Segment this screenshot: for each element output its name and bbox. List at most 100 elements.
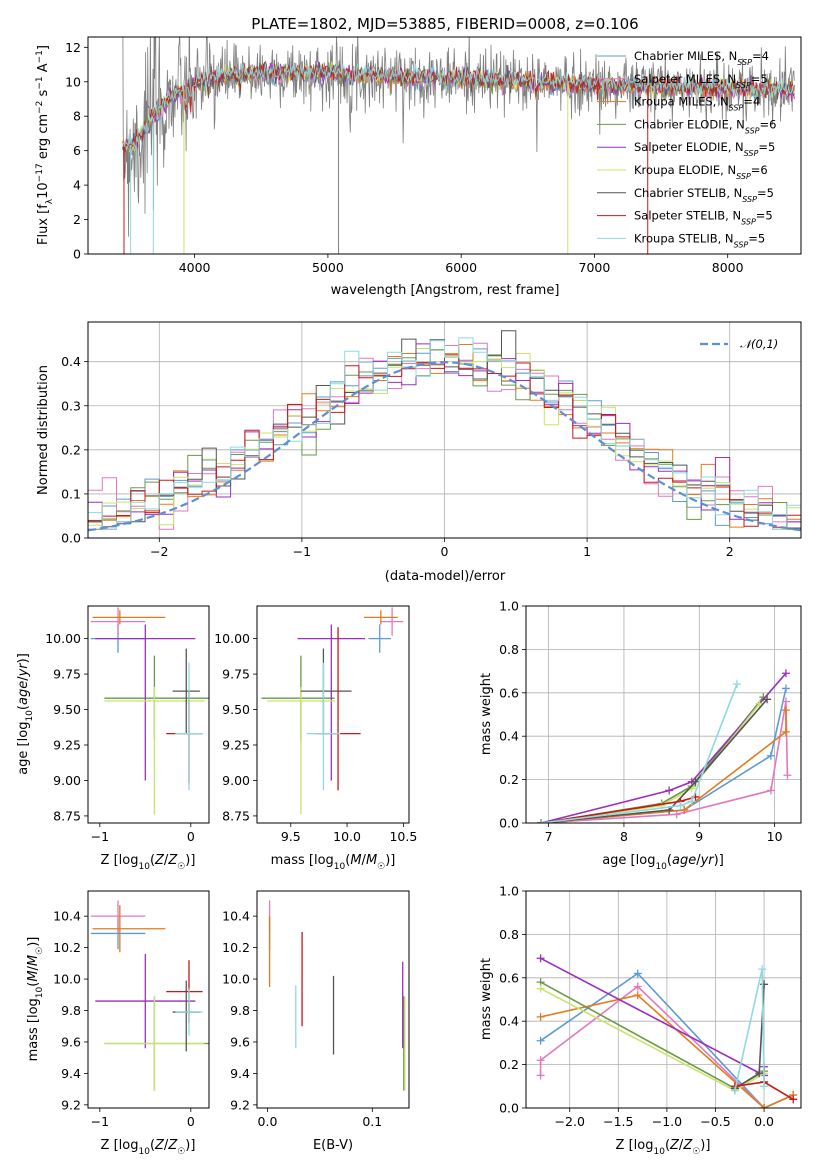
- errorbar-kroupa-stelib: [175, 662, 203, 791]
- axes-frame: [87, 321, 802, 539]
- plot-area: [90, 900, 209, 1091]
- x-tick-label: 7000: [579, 260, 611, 275]
- errorbar-salpeter-stelib: [166, 691, 203, 784]
- y-tick-label: 9.00: [53, 773, 81, 788]
- x-tick-label: 10: [767, 829, 783, 844]
- series-kroupa-miles: [540, 994, 794, 1108]
- model-spectrum-chabrier-stelib: [122, 61, 795, 151]
- series-kroupa-stelib: [541, 683, 738, 823]
- y-tick-label: 0.2: [61, 442, 81, 457]
- data-point: [781, 669, 790, 678]
- y-axis-label: age [log10(age/yr)]: [16, 653, 35, 775]
- x-tick-label: 10.5: [389, 829, 417, 844]
- errorbar-salpeter-miles: [90, 607, 146, 636]
- errorbar-chabrier-stelib: [300, 648, 352, 734]
- legend-label: Kroupa MILES, NSSP=4: [634, 95, 760, 113]
- x-tick-label: 9: [695, 829, 703, 844]
- x-tick-label: 9.5: [281, 829, 301, 844]
- y-tick-label: 0.0: [499, 1101, 519, 1116]
- data-point: [760, 980, 769, 989]
- y-axis-label: Flux [fλ10−17 erg cm−2 s−1 A−1]: [35, 45, 55, 245]
- x-tick-label: 1: [583, 544, 591, 559]
- data-point: [781, 706, 790, 715]
- y-tick-label: 0.4: [499, 1014, 519, 1029]
- y-tick-label: 8.75: [53, 808, 81, 823]
- axes-frame: [87, 605, 210, 824]
- y-tick-label: 0.0: [499, 816, 519, 831]
- legend-label: Chabrier STELIB, NSSP=5: [634, 186, 774, 204]
- legend-label: Chabrier MILES, NSSP=4: [634, 49, 769, 67]
- data-point: [536, 1036, 545, 1045]
- data-point: [537, 819, 546, 823]
- y-tick-label: 1.0: [499, 599, 519, 614]
- x-tick-label: 10.0: [333, 829, 361, 844]
- data-point: [755, 1069, 764, 1078]
- y-tick-label: 0: [73, 247, 81, 262]
- y-tick-label: 0.8: [499, 642, 519, 657]
- y-tick-label: 9.25: [53, 737, 81, 752]
- errorbar-salpeter-miles: [90, 900, 146, 932]
- chart-title: PLATE=1802, MJD=53885, FIBERID=0008, z=0…: [251, 15, 638, 33]
- y-tick-label: 10.2: [222, 940, 250, 955]
- y-tick-label: 8: [73, 109, 81, 124]
- legend-label: Chabrier ELODIE, NSSP=6: [634, 117, 776, 135]
- x-tick-label: 4000: [179, 260, 211, 275]
- data-point: [536, 984, 545, 993]
- errorbar-kroupa-stelib: [306, 662, 341, 791]
- x-tick-label: −2.0: [555, 1114, 585, 1129]
- x-tick-label: 0: [187, 829, 195, 844]
- data-point: [687, 797, 696, 806]
- axes-frame: [87, 36, 802, 255]
- data-point: [766, 786, 775, 795]
- y-axis-label: mass weight: [479, 673, 494, 755]
- x-tick-label: −1: [91, 1114, 109, 1129]
- data-point: [691, 777, 700, 786]
- y-tick-label: 0.4: [61, 354, 81, 369]
- y-tick-label: 0.1: [61, 486, 81, 501]
- x-axis-label: Z [log10(Z/Z☉)]: [616, 1138, 711, 1157]
- errorbar-kroupa-miles: [92, 905, 166, 953]
- legend-label: Salpeter MILES, NSSP=5: [634, 72, 768, 90]
- plot-area: [122, 37, 795, 254]
- y-tick-label: 0.3: [61, 398, 81, 413]
- model-spectrum-kroupa-stelib: [122, 62, 795, 150]
- data-point: [789, 1095, 798, 1104]
- y-tick-label: 6: [73, 143, 81, 158]
- x-axis-label: Z [log10(Z/Z☉)]: [101, 1138, 196, 1157]
- x-tick-label: 7: [545, 829, 553, 844]
- series-chabrier-elodie: [540, 696, 764, 823]
- legend-label: Salpeter ELODIE, NSSP=5: [634, 140, 775, 158]
- x-axis-label: E(B-V): [313, 1138, 353, 1153]
- y-tick-label: 12: [65, 40, 81, 55]
- y-tick-label: 9.4: [230, 1066, 250, 1081]
- data-point: [672, 810, 681, 819]
- y-tick-label: 9.2: [61, 1097, 81, 1112]
- data-point: [536, 1012, 545, 1021]
- x-axis-label: age [log10(age/yr)]: [602, 853, 724, 872]
- series-salpeter-elodie: [540, 672, 787, 823]
- y-tick-label: 2: [73, 212, 81, 227]
- x-tick-label: 6000: [445, 260, 477, 275]
- axes-frame: [256, 890, 410, 1109]
- data-point: [755, 699, 764, 708]
- y-axis-label: Normed distribution: [36, 365, 51, 495]
- plot-area: [90, 607, 209, 815]
- x-tick-label: 0.1: [362, 1114, 382, 1129]
- x-tick-label: −1.5: [603, 1114, 633, 1129]
- legend-label: Kroupa ELODIE, NSSP=6: [634, 163, 768, 181]
- y-axis-label: mass weight: [479, 958, 494, 1040]
- x-tick-label: 0.0: [754, 1114, 774, 1129]
- axes-frame: [256, 605, 410, 824]
- errorbar-salpeter-elodie: [95, 624, 196, 781]
- y-tick-label: 4: [73, 178, 81, 193]
- data-point: [633, 969, 642, 978]
- plot-area: [536, 954, 798, 1108]
- y-tick-label: 0.6: [499, 970, 519, 985]
- y-tick-label: 9.4: [61, 1066, 81, 1081]
- data-point: [763, 695, 772, 704]
- legend-label: 𝒩(0,1): [740, 337, 778, 351]
- errorbar-salpeter-elodie: [95, 953, 196, 1049]
- errorbar-chabrier-stelib: [172, 648, 200, 734]
- y-tick-label: 10.00: [45, 631, 81, 646]
